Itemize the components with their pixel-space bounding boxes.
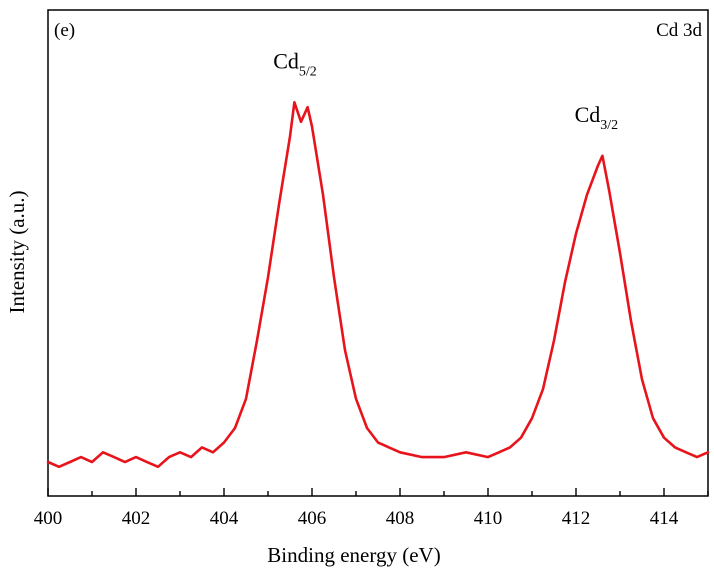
x-tick-label: 400 [34,508,63,529]
x-axis-tick-labels: 400 402 404 406 408 410 412 414 [34,508,679,529]
x-tick-label: 402 [122,508,151,529]
spectrum-line [46,101,710,469]
x-tick-label: 408 [386,508,415,529]
x-tick-label: 410 [474,508,503,529]
x-tick-label: 414 [650,508,679,529]
peak-annotations: Cd5/2 Cd3/2 [273,48,618,132]
x-tick-label: 412 [562,508,591,529]
peak-label: Cd5/2 [273,48,317,79]
chart-title: Cd 3d [656,20,702,41]
peak-label: Cd3/2 [575,102,619,133]
x-tick-label: 404 [210,508,239,529]
panel-label: (e) [54,20,75,41]
x-axis-ticks [47,488,709,496]
x-tick-label: 406 [298,508,327,529]
x-axis-label: Binding energy (eV) [267,543,440,567]
y-axis-label: Intensity (a.u.) [5,190,29,313]
plot-frame [47,9,709,497]
